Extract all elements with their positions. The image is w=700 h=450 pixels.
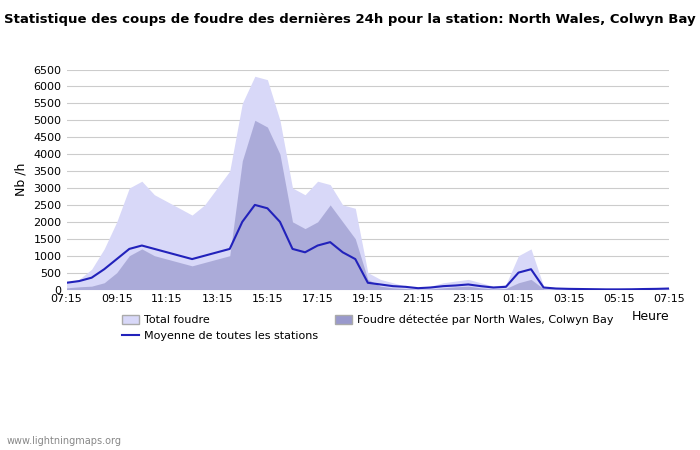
Legend: Total foudre, Moyenne de toutes les stations, Foudre détectée par North Wales, C: Total foudre, Moyenne de toutes les stat…	[118, 310, 618, 346]
X-axis label: Heure: Heure	[631, 310, 669, 323]
Y-axis label: Nb /h: Nb /h	[15, 163, 28, 196]
Text: www.lightningmaps.org: www.lightningmaps.org	[7, 436, 122, 446]
Text: Statistique des coups de foudre des dernières 24h pour la station: North Wales, : Statistique des coups de foudre des dern…	[4, 14, 696, 27]
